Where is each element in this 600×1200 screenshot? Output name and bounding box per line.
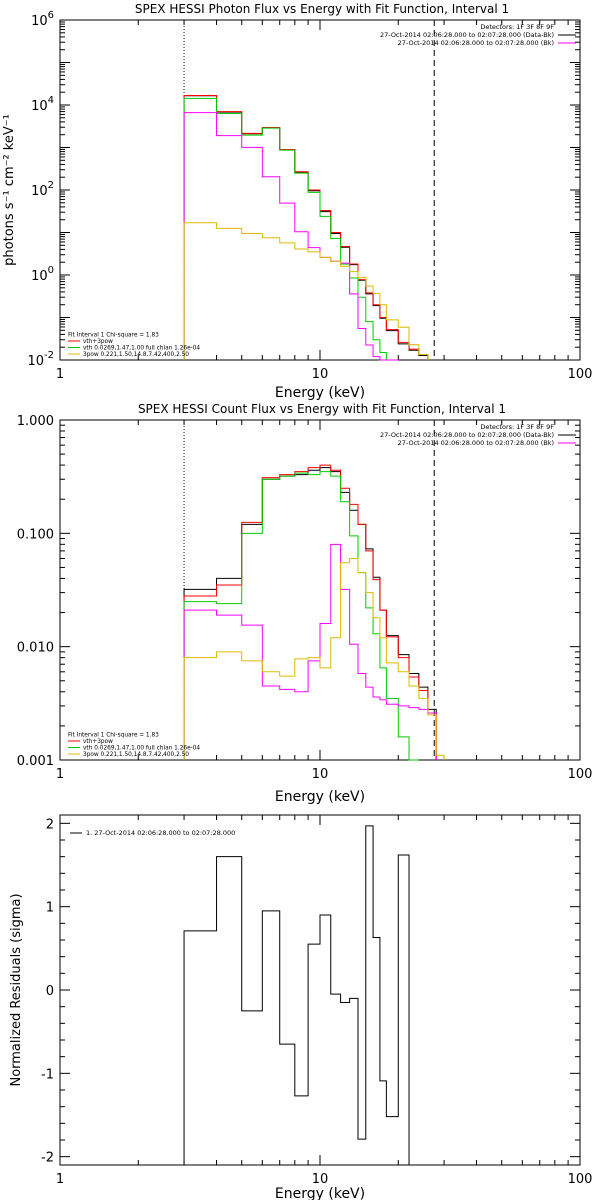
fit-info-line: Fit Interval 1 Chi-square = 1.83	[68, 333, 159, 339]
y-tick-exponent: 0	[48, 265, 54, 276]
residuals-legend: 1. 27-Oct-2014 02:06:28.000 to 02:07:28.…	[70, 829, 235, 837]
y-tick-label: 102	[31, 180, 54, 199]
photon-y-axis-label: photons s⁻¹ cm⁻² keV⁻¹	[2, 114, 17, 266]
y-tick-label: 1	[46, 901, 54, 916]
y-tick-label: 0.010	[17, 641, 54, 656]
y-tick-exponent: 4	[48, 95, 54, 106]
residuals-plot-frame	[59, 814, 581, 1166]
y-tick-base: 10	[27, 354, 44, 369]
series-line-4	[183, 222, 429, 360]
series-line-4	[183, 557, 445, 760]
count-plot-area: 1 10 100 0.001 0.010 0.100 1.000	[17, 414, 593, 782]
y-tick-label: 100	[31, 265, 54, 284]
y-tick-label: 0.001	[17, 754, 54, 769]
count-chart-title: SPEX HESSI Count Flux vs Energy with Fit…	[138, 402, 506, 416]
x-tick-label: 10	[312, 767, 329, 782]
header-line: Detectors: 1F 3F 8F 9F	[480, 423, 554, 431]
header-line: 27-Oct-2014 02:06:28.000 to 02:07:28.000…	[398, 39, 554, 47]
x-tick-label: 1	[56, 367, 64, 382]
y-tick-exponent: -2	[44, 350, 54, 361]
x-tick-label: 1	[56, 767, 64, 782]
fit-info-line: vth+3pow	[83, 339, 113, 345]
series-line-3	[183, 543, 437, 760]
y-tick-label: 2	[46, 817, 54, 832]
residuals-x-axis-label: Energy (keV)	[275, 1186, 365, 1200]
y-tick-label: 106	[31, 10, 54, 29]
y-tick-label: 1.000	[17, 414, 54, 429]
y-tick-label: 0.100	[17, 527, 54, 542]
fit-info-line: vth 0.0269,1.47,1.00 full chian 1.26e-04	[83, 346, 200, 352]
photon-fit-info: Fit Interval 1 Chi-square = 1.83vth+3pow…	[68, 333, 200, 358]
series-line-2	[183, 97, 399, 361]
y-tick-exponent: 2	[48, 180, 54, 191]
legend-entry: 1. 27-Oct-2014 02:06:28.000 to 02:07:28.…	[86, 829, 235, 837]
y-tick-exponent: 6	[48, 10, 54, 21]
count-fit-info: Fit Interval 1 Chi-square = 1.83vth+3pow…	[68, 733, 200, 758]
residuals-panel: 1 10 100 -2 -1 0 1 2 1. 27-Oct-2014 02:06:28.00…	[9, 814, 592, 1200]
series-line-2	[183, 471, 419, 761]
y-tick-base: 10	[31, 99, 48, 114]
residuals-y-axis-label: Normalized Residuals (sigma)	[9, 893, 24, 1086]
count-x-axis-label: Energy (keV)	[275, 789, 365, 805]
count-plot-frame	[59, 419, 581, 761]
y-tick-base: 10	[31, 184, 48, 199]
fit-info-line: Fit Interval 1 Chi-square = 1.83	[68, 733, 159, 739]
x-tick-label: 10	[312, 367, 329, 382]
y-tick-label: 0	[46, 984, 54, 999]
y-tick-label: -2	[41, 1151, 54, 1166]
x-tick-label: 100	[568, 1172, 593, 1187]
photon-x-axis-label: Energy (keV)	[275, 385, 365, 401]
x-tick-label: 100	[568, 367, 593, 382]
x-tick-label: 10	[312, 1172, 329, 1187]
photon-chart-title: SPEX HESSI Photon Flux vs Energy with Fi…	[135, 2, 509, 16]
header-line: 27-Oct-2014 02:06:28.000 to 02:07:28.000…	[380, 31, 554, 39]
header-line: Detectors: 1F 3F 8F 9F	[480, 23, 554, 31]
y-tick-label: 104	[31, 95, 54, 114]
fit-info-line: vth 0.0269,1.47,1.00 full chian 1.26e-04	[83, 746, 200, 752]
x-tick-label: 100	[568, 767, 593, 782]
header-line: 27-Oct-2014 02:06:28.000 to 02:07:28.000…	[380, 431, 554, 439]
y-tick-label: -1	[41, 1067, 54, 1082]
fit-info-line: vth+3pow	[83, 739, 113, 745]
series-line-0	[183, 825, 410, 1165]
y-tick-base: 10	[31, 269, 48, 284]
header-line: 27-Oct-2014 02:06:28.000 to 02:07:28.000…	[398, 439, 554, 447]
fit-info-line: 3pow 0.221,1.50,14.8,7.42,400,2.50	[83, 752, 189, 758]
fit-info-line: 3pow 0.221,1.50,14.8,7.42,400,2.50	[83, 352, 189, 358]
x-tick-label: 1	[56, 1172, 64, 1187]
residuals-plot-area: 1 10 100 -2 -1 0 1 2	[41, 815, 592, 1187]
photon-flux-panel: SPEX HESSI Photon Flux vs Energy with Fi…	[2, 2, 592, 401]
count-flux-panel: SPEX HESSI Count Flux vs Energy with Fit…	[17, 402, 593, 805]
y-tick-base: 10	[31, 14, 48, 29]
y-tick-label: 10-2	[27, 350, 54, 369]
